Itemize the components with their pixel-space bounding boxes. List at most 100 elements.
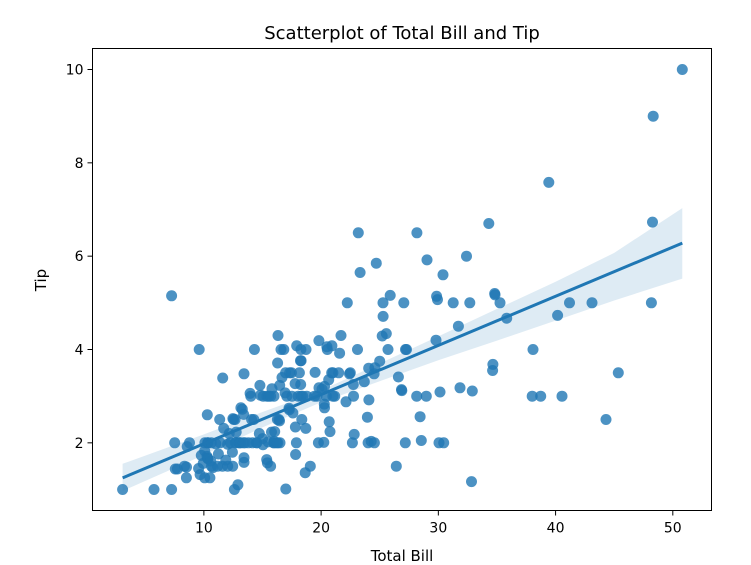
- data-point: [382, 344, 394, 355]
- data-point: [489, 289, 501, 301]
- data-point: [452, 320, 464, 332]
- data-point: [148, 484, 160, 495]
- data-point: [401, 344, 412, 355]
- data-point: [352, 227, 364, 239]
- data-point: [238, 368, 250, 380]
- data-point: [377, 310, 389, 322]
- data-point: [313, 335, 325, 347]
- data-point: [193, 344, 205, 355]
- y-tick-label: 4: [75, 343, 84, 359]
- data-point: [346, 437, 358, 449]
- data-point: [324, 426, 336, 438]
- data-point: [254, 379, 266, 391]
- data-point: [437, 269, 449, 281]
- data-point: [348, 390, 359, 402]
- data-point: [398, 297, 410, 309]
- y-tick-label: 8: [75, 156, 84, 172]
- data-point: [494, 297, 506, 309]
- data-point: [464, 297, 476, 309]
- data-point: [420, 390, 432, 402]
- data-point: [348, 428, 360, 440]
- data-point: [352, 344, 363, 355]
- data-point: [454, 382, 466, 394]
- data-point: [487, 358, 499, 370]
- data-point: [181, 461, 192, 473]
- data-point: [217, 372, 229, 384]
- data-point: [227, 460, 239, 472]
- data-point: [344, 367, 356, 379]
- data-point: [430, 334, 442, 346]
- data-point: [169, 437, 181, 449]
- data-point: [434, 386, 446, 398]
- data-point: [214, 414, 226, 425]
- data-point: [411, 390, 423, 402]
- data-point: [333, 367, 345, 379]
- data-point: [340, 396, 352, 408]
- data-point: [526, 390, 538, 402]
- data-point: [287, 407, 299, 419]
- data-point: [295, 379, 307, 390]
- data-point: [396, 385, 408, 397]
- data-point: [184, 437, 195, 449]
- data-point: [166, 484, 178, 495]
- data-point: [368, 437, 380, 449]
- data-point: [229, 414, 241, 425]
- y-tick-label: 6: [75, 249, 84, 265]
- data-point: [421, 254, 433, 266]
- data-point: [238, 408, 250, 420]
- data-point: [466, 476, 477, 488]
- data-point: [552, 309, 564, 321]
- data-point: [354, 267, 366, 278]
- y-tick-label: 10: [66, 63, 84, 79]
- data-point: [309, 366, 321, 378]
- data-point: [466, 385, 478, 397]
- data-point: [374, 355, 386, 367]
- regression-line-layer: [122, 241, 683, 480]
- data-point: [274, 415, 285, 427]
- y-axis-label: Tip: [32, 269, 50, 292]
- data-point: [274, 437, 286, 449]
- data-point: [268, 390, 280, 402]
- data-point: [334, 347, 346, 359]
- data-point: [647, 110, 659, 122]
- y-tick-label: 2: [75, 436, 84, 452]
- data-point: [329, 390, 341, 402]
- data-point: [483, 218, 495, 229]
- data-point: [556, 390, 568, 402]
- x-tick-label: 10: [195, 521, 213, 537]
- data-point: [384, 289, 396, 301]
- data-point: [438, 437, 450, 449]
- chart-title: Scatterplot of Total Bill and Tip: [264, 23, 540, 44]
- data-point: [201, 409, 213, 421]
- y-axis-ticks: 2 4 6 8 10: [66, 63, 93, 452]
- data-point: [411, 227, 423, 239]
- data-point: [323, 416, 335, 428]
- data-point: [304, 460, 316, 472]
- data-point: [285, 367, 297, 379]
- data-point: [535, 390, 547, 402]
- data-point: [290, 449, 302, 460]
- data-point: [586, 297, 598, 309]
- data-point: [319, 402, 330, 414]
- data-point: [564, 297, 575, 309]
- x-tick-label: 50: [664, 521, 682, 537]
- data-point: [527, 344, 539, 355]
- data-point: [318, 436, 330, 448]
- data-point: [414, 411, 426, 423]
- data-point: [293, 367, 305, 379]
- data-point: [226, 446, 238, 458]
- regression-line: [122, 241, 683, 480]
- data-point: [232, 479, 244, 491]
- data-point: [204, 472, 216, 484]
- data-point: [269, 426, 281, 438]
- plot-frame: [92, 48, 712, 511]
- x-tick-label: 30: [429, 521, 447, 537]
- points-layer: [117, 64, 688, 495]
- data-point: [461, 250, 472, 262]
- data-point: [296, 414, 308, 425]
- data-point: [238, 452, 250, 464]
- x-axis-ticks: 10 20 30 40 50: [195, 510, 682, 537]
- data-point: [370, 257, 382, 269]
- data-point: [676, 64, 688, 75]
- data-point: [392, 371, 404, 383]
